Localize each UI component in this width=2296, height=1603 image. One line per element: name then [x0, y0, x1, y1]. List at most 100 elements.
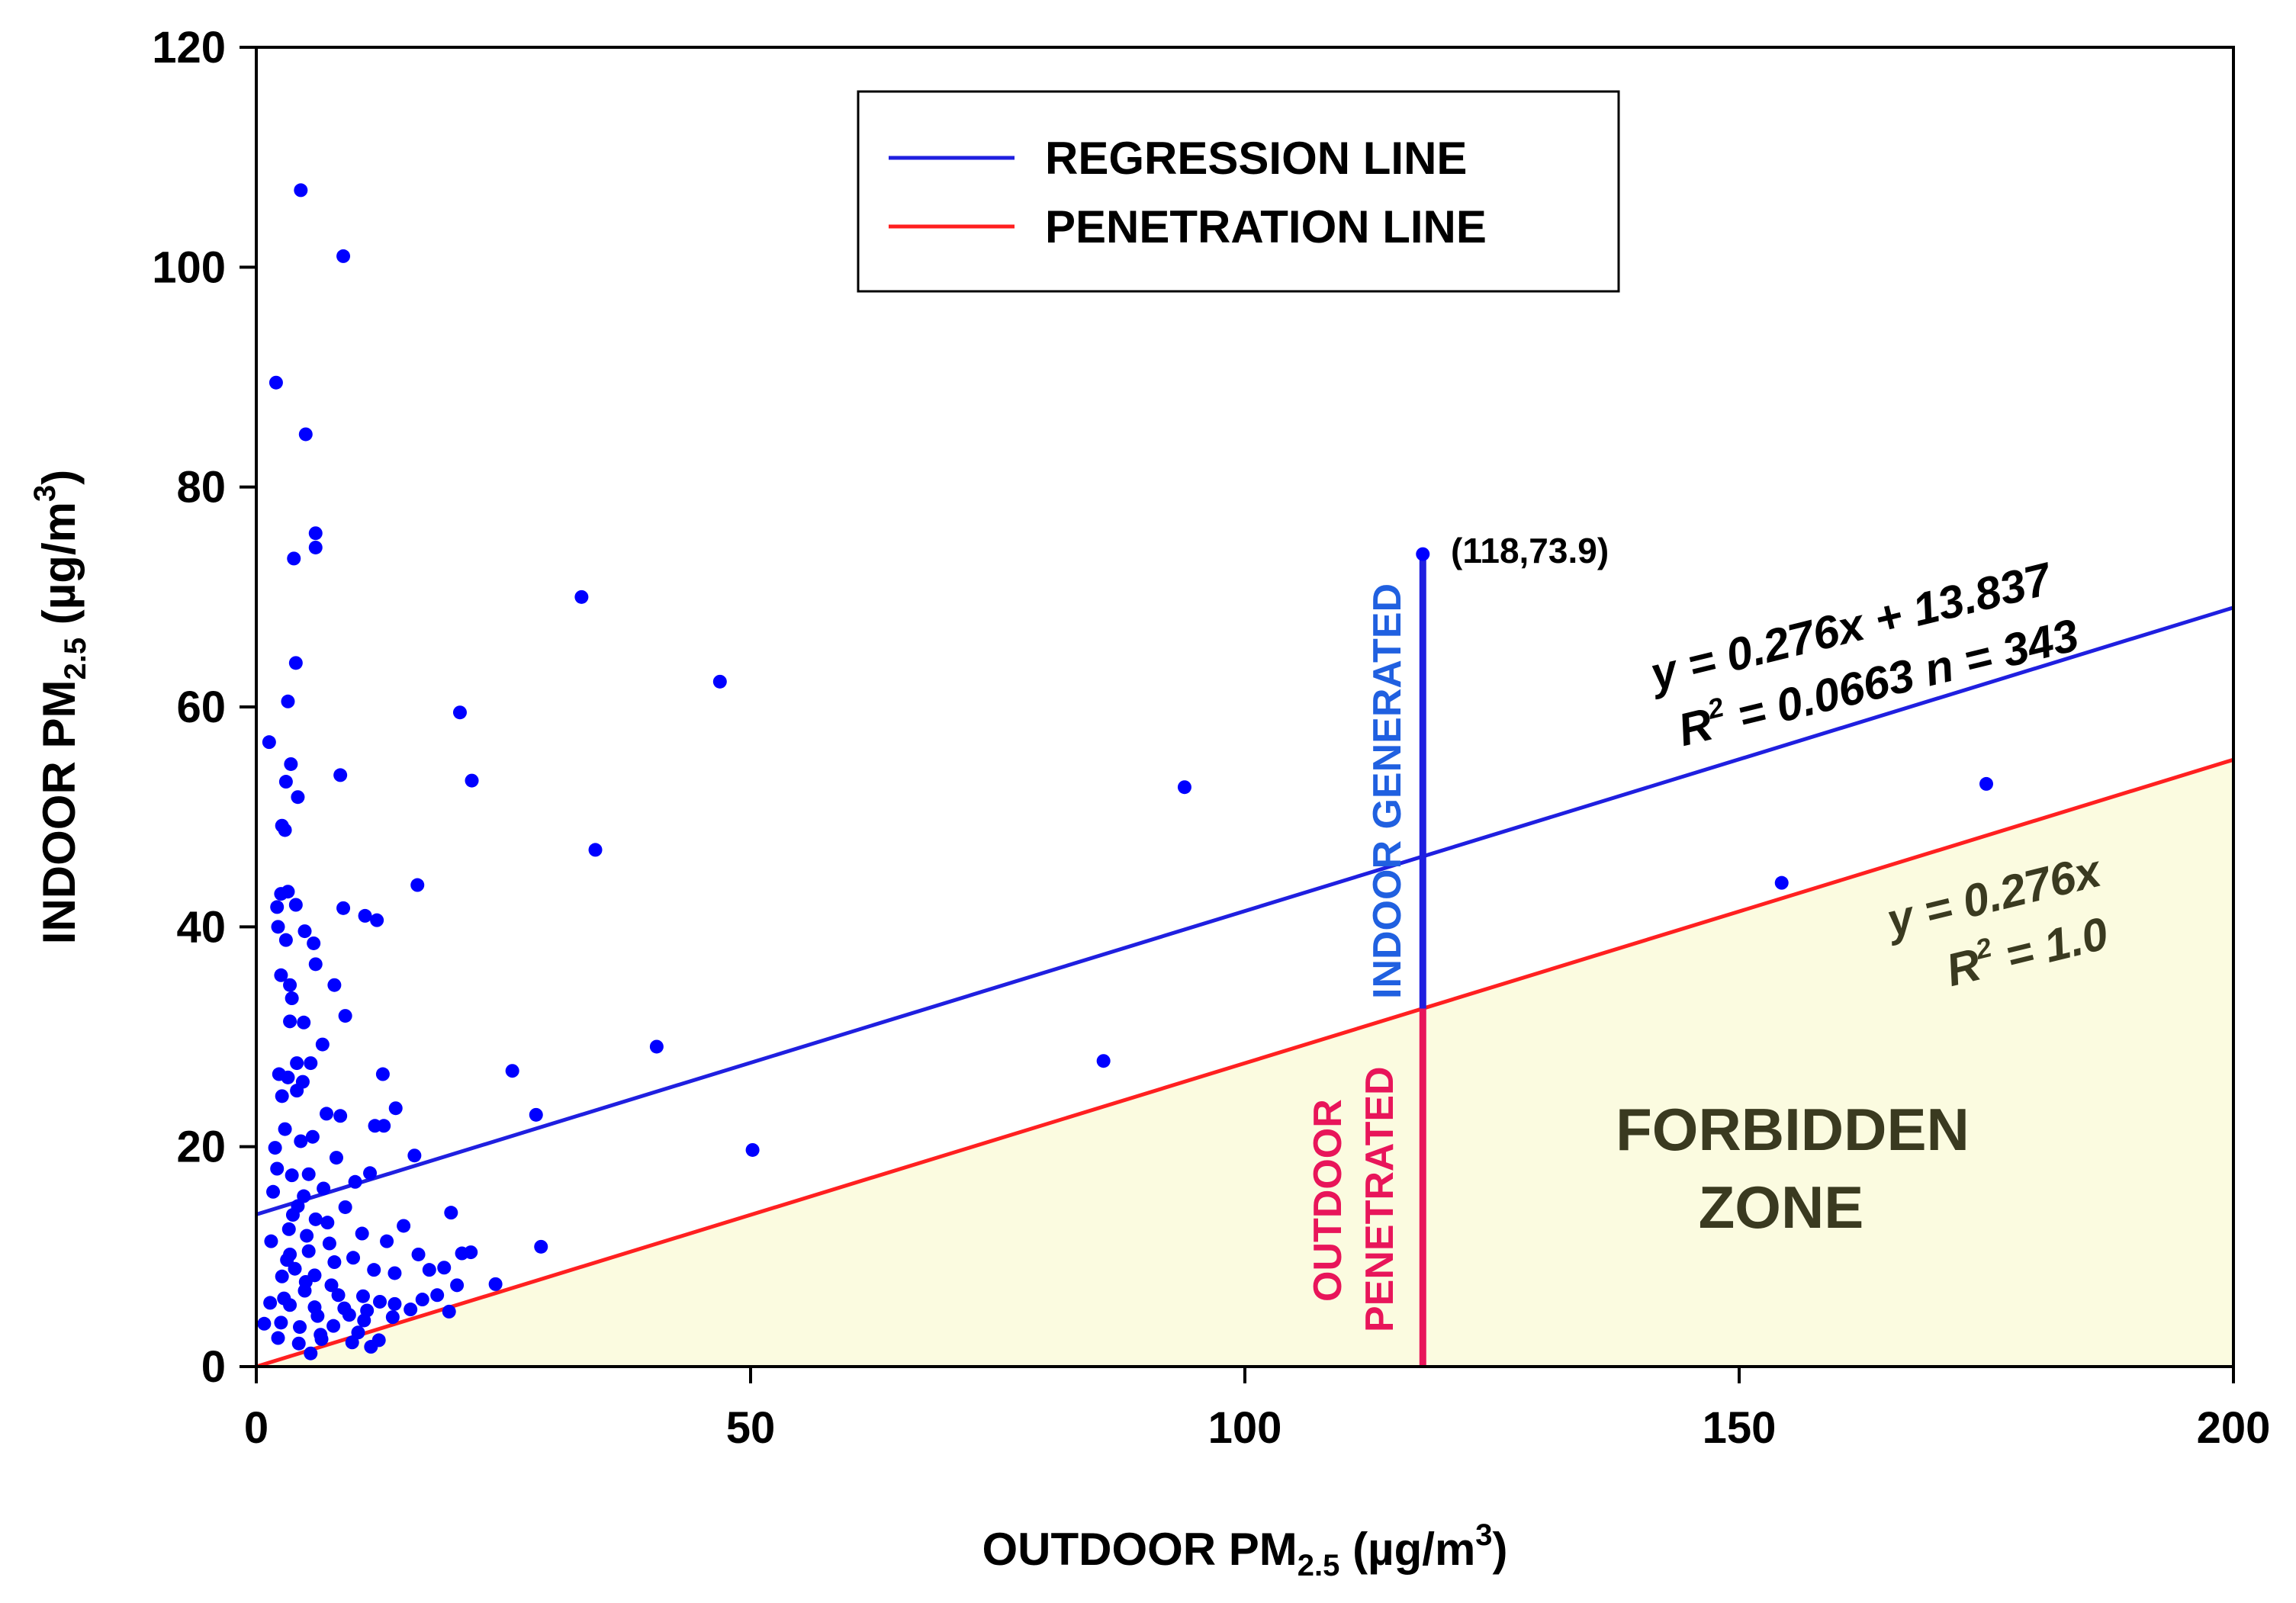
data-point	[274, 968, 288, 982]
data-point	[348, 1174, 362, 1189]
data-point	[257, 1316, 272, 1331]
data-point	[336, 249, 351, 263]
data-point	[324, 1278, 339, 1293]
data-point	[388, 1101, 403, 1116]
data-point	[305, 1129, 320, 1144]
data-point	[322, 1236, 336, 1251]
data-point	[280, 1253, 294, 1267]
data-point	[294, 183, 308, 198]
x-tick-label: 150	[1703, 1403, 1777, 1453]
data-point	[437, 1261, 452, 1275]
highlight-point-label: (118,73.9)	[1451, 531, 1609, 570]
data-point	[278, 1122, 292, 1136]
data-point	[346, 1251, 361, 1265]
y-axis-label-main: INDOOR PM	[34, 680, 85, 945]
data-point	[281, 694, 295, 708]
data-point	[351, 1325, 365, 1340]
data-point	[308, 957, 323, 972]
data-point	[275, 1269, 289, 1283]
data-point	[1979, 776, 1993, 791]
data-point	[320, 1216, 335, 1230]
data-point	[308, 526, 323, 541]
data-point	[574, 589, 589, 604]
data-point	[262, 735, 276, 750]
data-point	[712, 674, 727, 689]
x-axis-ticks: 0 50 100 150 200	[244, 1367, 2271, 1453]
data-point	[263, 1296, 278, 1310]
data-point	[307, 936, 321, 950]
data-point	[290, 1084, 304, 1098]
y-axis-label-unit: (µg/m	[34, 502, 85, 638]
data-point	[315, 1037, 330, 1052]
data-point	[452, 705, 467, 720]
x-axis-label-sub: 2.5	[1298, 1549, 1340, 1582]
data-point	[297, 924, 312, 939]
data-point	[266, 1184, 281, 1199]
y-tick-label: 20	[176, 1123, 226, 1172]
y-axis-ticks: 0 20 40 60 80 100 120	[152, 23, 256, 1392]
data-point	[404, 1303, 418, 1317]
data-point	[367, 1263, 381, 1277]
data-point	[317, 1181, 331, 1196]
forbidden-zone-label-line1: FORBIDDEN	[1616, 1096, 1970, 1163]
data-point	[275, 1089, 289, 1103]
data-point	[304, 1056, 318, 1071]
y-axis-label-close: )	[34, 470, 85, 485]
data-point	[327, 1255, 342, 1270]
data-point	[380, 1234, 394, 1248]
outdoor-label-line1: OUTDOOR	[1306, 1099, 1350, 1302]
data-point	[308, 1212, 323, 1226]
data-point	[333, 768, 348, 782]
data-point	[283, 978, 297, 992]
data-point	[293, 1320, 307, 1335]
legend-label-regression: REGRESSION LINE	[1045, 133, 1467, 184]
data-point	[387, 1266, 402, 1280]
y-axis-label-sub: 2.5	[59, 638, 92, 680]
data-point	[288, 656, 303, 670]
data-point	[407, 1148, 422, 1163]
y-axis-label: INDOOR PM2.5 (µg/m3)	[28, 470, 92, 944]
data-point	[277, 1291, 291, 1306]
data-point	[307, 1268, 322, 1283]
data-point	[505, 1064, 519, 1078]
data-point	[297, 1015, 311, 1030]
data-point	[310, 1309, 325, 1323]
data-point	[301, 1244, 316, 1258]
regression-line	[256, 606, 2234, 1216]
data-point	[301, 1167, 316, 1181]
data-point	[274, 1315, 288, 1330]
data-point	[377, 1119, 391, 1133]
data-point	[297, 1189, 311, 1203]
x-tick-label: 200	[2197, 1403, 2271, 1453]
data-point	[338, 1200, 352, 1214]
x-tick-label: 0	[244, 1403, 269, 1453]
data-point	[284, 757, 298, 771]
data-point	[1774, 875, 1789, 890]
data-point	[363, 1166, 378, 1181]
data-point	[338, 1009, 352, 1023]
x-axis-label: OUTDOOR PM2.5 (µg/m3)	[982, 1518, 1507, 1582]
data-point	[298, 427, 313, 442]
y-axis-label-sup: 3	[28, 485, 62, 502]
legend-label-penetration: PENETRATION LINE	[1045, 201, 1487, 252]
data-point	[288, 1261, 302, 1276]
data-point	[385, 1310, 400, 1325]
x-tick-label: 50	[726, 1403, 776, 1453]
data-point	[320, 1107, 334, 1121]
data-point	[1177, 780, 1191, 795]
legend: REGRESSION LINE PENETRATION LINE	[857, 90, 1620, 293]
data-point	[291, 790, 305, 805]
data-point	[269, 375, 283, 390]
data-point	[410, 878, 425, 892]
data-point	[464, 1245, 478, 1260]
data-point	[336, 901, 351, 915]
data-point	[291, 1336, 306, 1351]
y-tick-label: 0	[201, 1342, 226, 1392]
data-point	[488, 1277, 503, 1291]
data-point	[415, 1293, 429, 1307]
data-point	[314, 1328, 328, 1342]
data-point	[358, 908, 372, 923]
data-point	[355, 1289, 370, 1303]
data-point	[271, 920, 285, 934]
y-tick-label: 60	[176, 683, 226, 732]
